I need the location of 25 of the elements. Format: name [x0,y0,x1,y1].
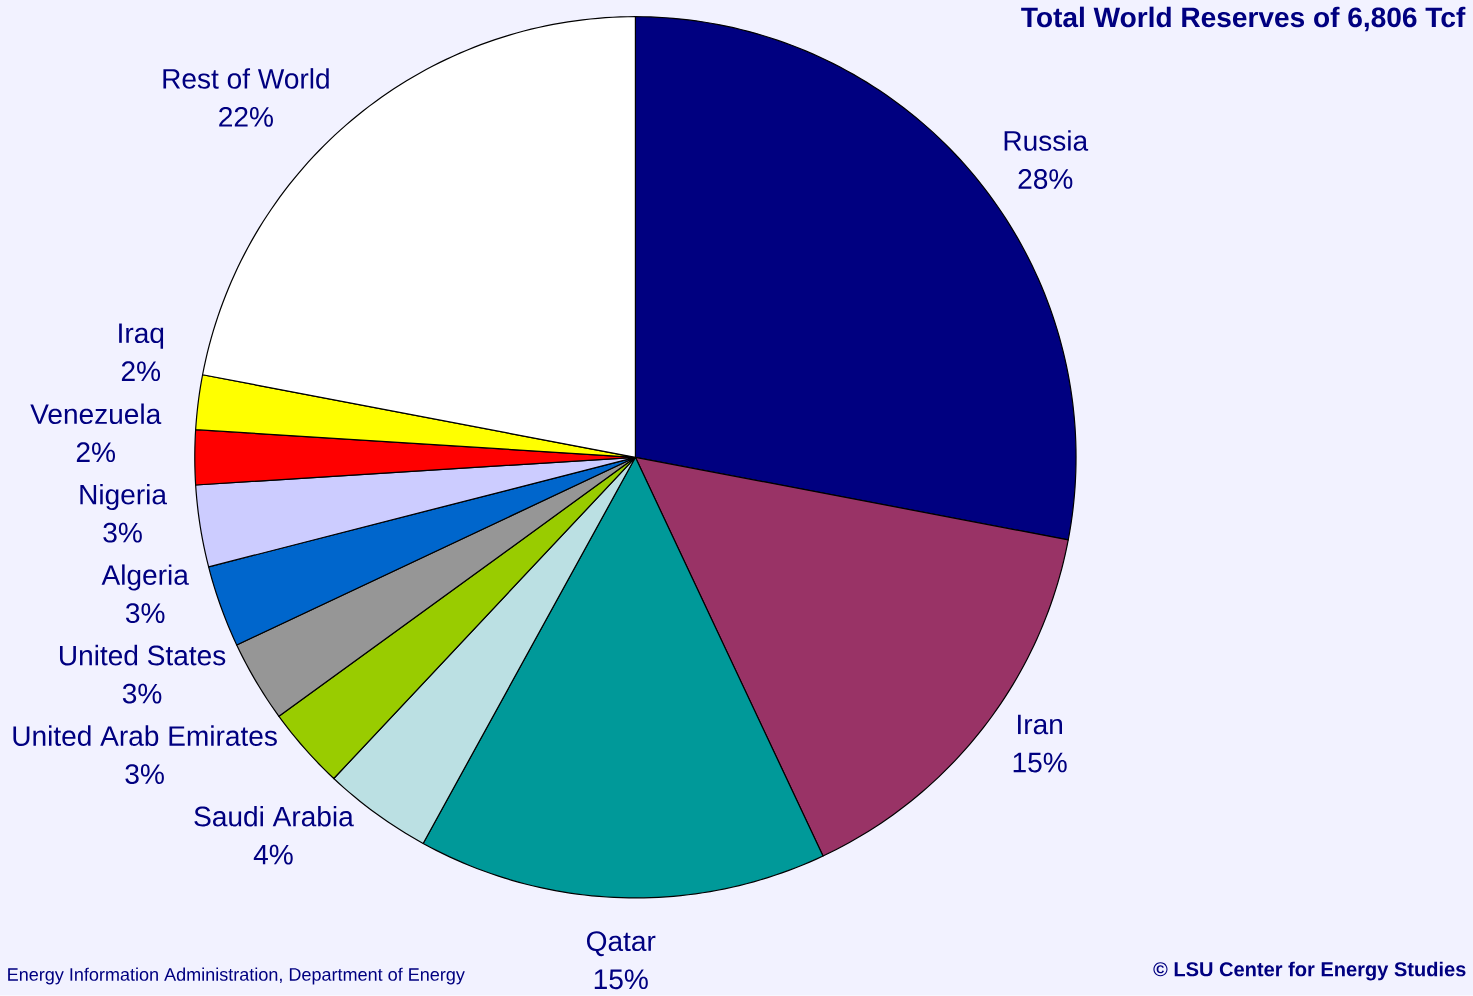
text: Total World Reserves of 6,806 Tcf [1021,6,1466,32]
data-label: 2% [76,442,115,463]
text: © LSU Center for Energy Studies [1153,961,1466,981]
slice-label: United Arab Emirates [13,725,277,747]
slice-label: Iran [1018,714,1062,735]
slice-label: Venezuela [30,403,162,425]
slice-label: Rest of World [163,68,329,89]
data-label: 15% [594,969,648,990]
slice-label: Nigeria [80,483,167,511]
slice-label: Saudi Arabia [194,805,354,827]
data-label: 2% [121,361,161,382]
slice-label: United States [59,644,226,666]
text: Energy Information Administration, Department of Energy [8,967,465,985]
data-label: 15% [1013,752,1067,773]
data-label: 3% [122,683,162,704]
slice-label: Algeria [101,564,189,591]
data-label: 28% [1018,169,1073,190]
slice-label: Iraq [119,323,164,349]
data-label: 4% [253,844,293,865]
data-label: 3% [103,522,142,543]
data-label: 3% [125,764,164,785]
slice-label: Qatar [586,931,656,957]
data-label: 22% [219,107,273,127]
data-label: 3% [125,603,165,624]
slice-label: Russia [1004,130,1089,151]
